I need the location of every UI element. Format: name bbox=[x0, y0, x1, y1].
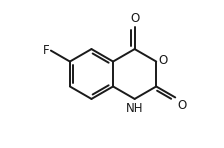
Text: F: F bbox=[43, 44, 50, 57]
Text: NH: NH bbox=[126, 102, 143, 115]
Text: O: O bbox=[177, 99, 187, 112]
Text: O: O bbox=[159, 54, 168, 67]
Text: O: O bbox=[130, 12, 139, 25]
